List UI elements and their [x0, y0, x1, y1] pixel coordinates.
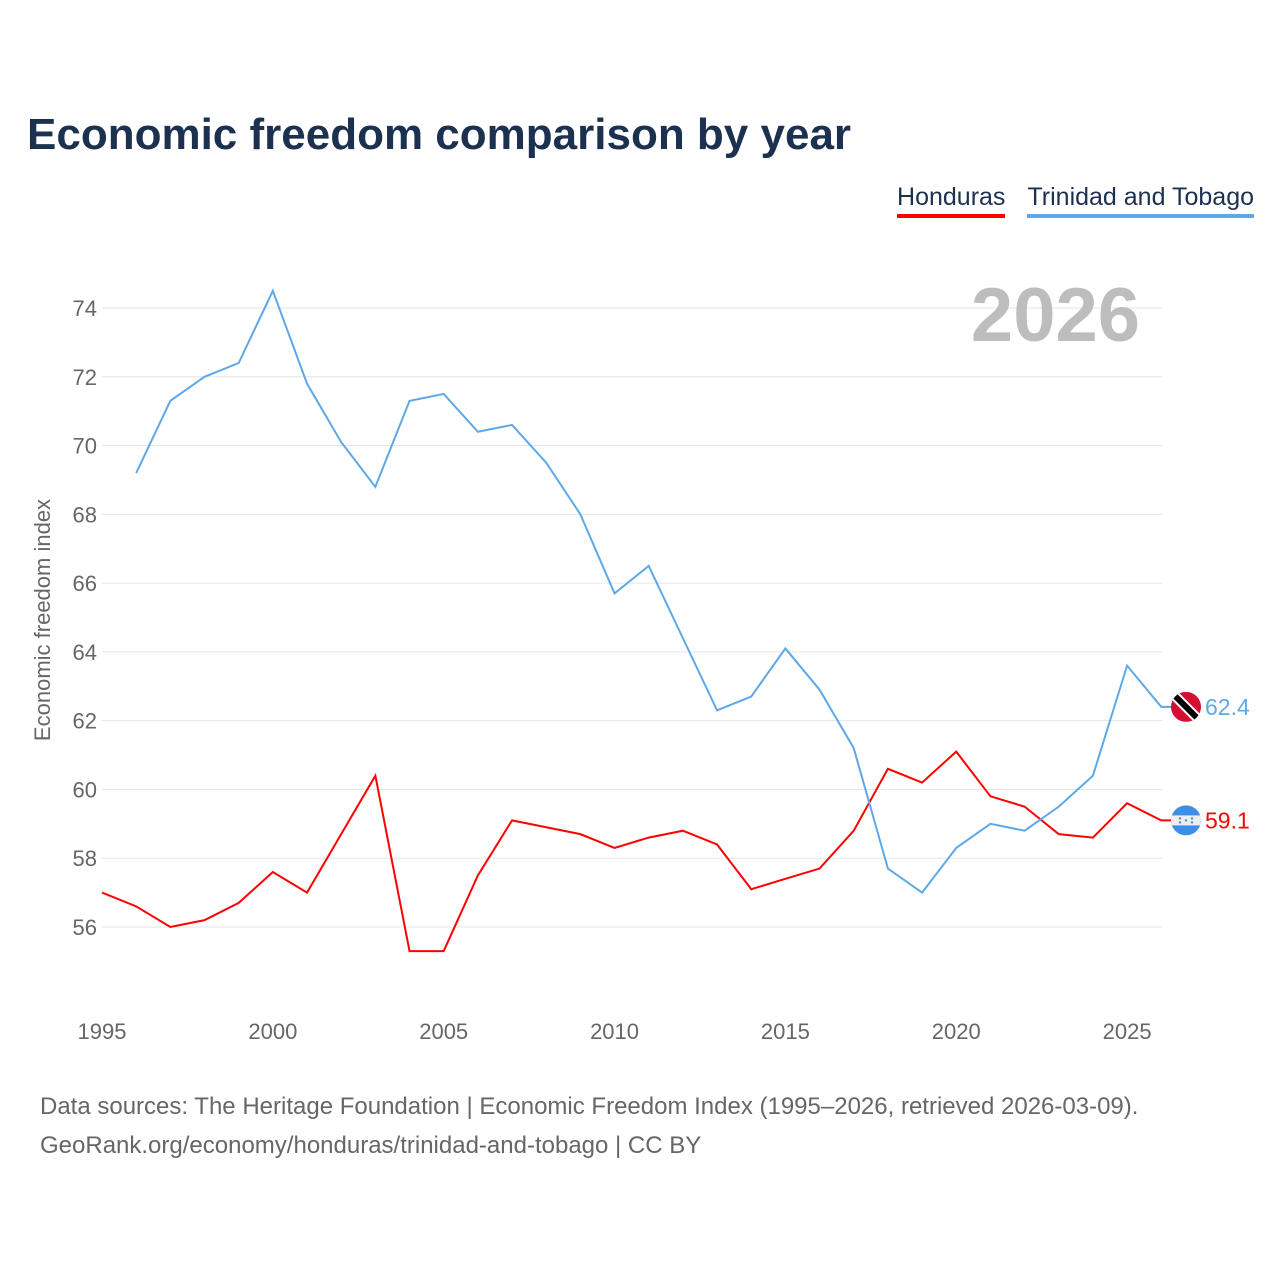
x-tick-label: 2025 — [1103, 1019, 1152, 1044]
x-tick-label: 2005 — [419, 1019, 468, 1044]
y-tick-label: 68 — [73, 502, 97, 527]
y-tick-label: 74 — [73, 296, 97, 321]
source-line-2[interactable]: GeoRank.org/economy/honduras/trinidad-an… — [40, 1132, 702, 1159]
legend-trinidad-and-tobago[interactable]: Trinidad and Tobago — [1027, 183, 1254, 218]
x-tick-label: 2000 — [248, 1019, 297, 1044]
y-tick-label: 60 — [73, 777, 97, 802]
end-value-label: 62.4 — [1205, 694, 1250, 720]
trinidad-and-tobago-flag-icon — [1171, 691, 1201, 722]
source-line-1: Data sources: The Heritage Foundation | … — [40, 1093, 1139, 1120]
legend-honduras[interactable]: Honduras — [897, 183, 1006, 218]
x-tick-label: 1995 — [78, 1019, 127, 1044]
series-line-honduras — [101, 750, 1174, 953]
y-tick-label: 70 — [73, 434, 97, 459]
y-axis-label: Economic freedom index — [30, 499, 55, 741]
y-tick-label: 72 — [73, 365, 97, 390]
y-tick-label: 64 — [73, 640, 97, 665]
x-tick-label: 2015 — [761, 1019, 810, 1044]
y-tick-label: 56 — [73, 915, 97, 940]
end-value-label: 59.1 — [1205, 807, 1250, 833]
series-line-trinidad-and-tobago — [135, 288, 1174, 894]
y-tick-label: 66 — [73, 571, 97, 596]
chart-title: Economic freedom comparison by year — [27, 110, 852, 159]
honduras-flag-icon — [1171, 805, 1201, 836]
y-tick-label: 62 — [73, 709, 97, 734]
legend: Honduras Trinidad and Tobago — [897, 183, 1254, 218]
current-year-label: 2026 — [970, 273, 1140, 358]
x-tick-label: 2010 — [590, 1019, 639, 1044]
y-tick-label: 58 — [73, 846, 97, 871]
source-note: Data sources: The Heritage Foundation | … — [40, 1087, 1138, 1165]
x-tick-label: 2020 — [932, 1019, 981, 1044]
